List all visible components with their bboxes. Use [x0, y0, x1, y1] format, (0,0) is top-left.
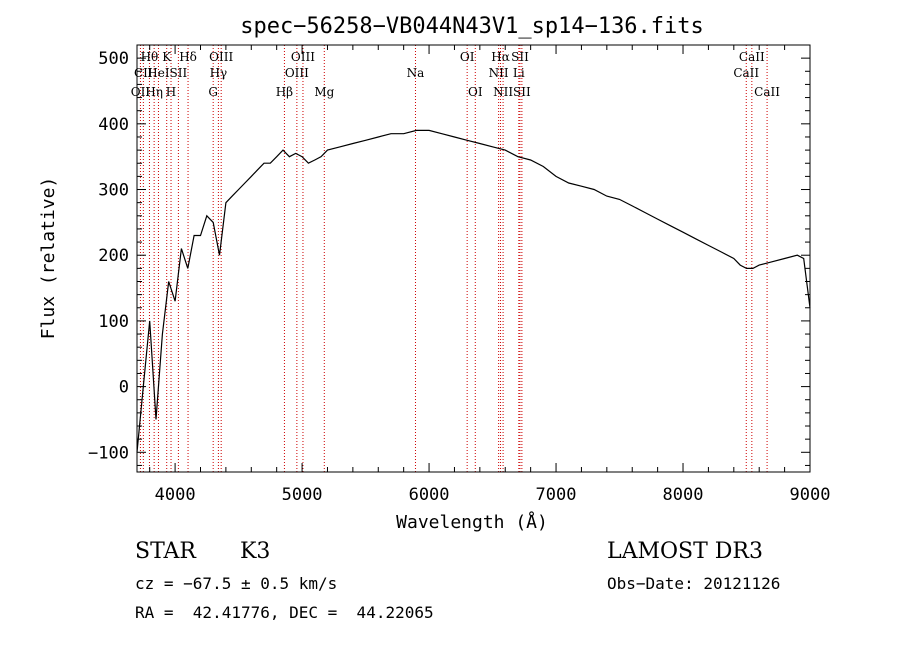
- line-marker-label: Hα: [491, 50, 510, 64]
- plot-frame: [136, 44, 811, 473]
- line-marker-label: NII: [489, 66, 509, 80]
- emission-line-labels: OII CII Hθ Hη HeI K H SII Hδ G Hγ OIII Hβ OIII OIII Mg N…: [131, 50, 780, 99]
- survey-name: LAMOST DR3: [607, 539, 763, 564]
- x-tick-label: 5000: [282, 485, 323, 505]
- object-subclass: K3: [240, 539, 271, 564]
- y-tick-label: 0: [119, 378, 129, 398]
- line-marker-label: OI: [468, 85, 483, 99]
- line-marker-label: H: [166, 85, 176, 99]
- line-marker-label: OII: [131, 85, 151, 99]
- y-tick-label: 500: [98, 49, 129, 69]
- line-marker-label: SII: [170, 66, 188, 80]
- line-marker-label: OIII: [209, 50, 233, 64]
- x-tick-label: 7000: [536, 485, 577, 505]
- x-axis: 4000 5000 6000 7000 8000 9000: [149, 45, 831, 505]
- line-marker-label: CII: [134, 66, 153, 80]
- redshift-text: cz = −67.5 ± 0.5 km/s: [135, 574, 338, 593]
- line-marker-label: Hδ: [179, 50, 197, 64]
- line-marker-label: CaII: [733, 66, 759, 80]
- line-marker-label: NII: [493, 85, 513, 99]
- line-marker-label: SII: [513, 85, 531, 99]
- series-group: [136, 129, 811, 453]
- y-tick-label: 400: [98, 115, 129, 135]
- y-tick-label: 200: [98, 246, 129, 266]
- line-marker-label: OI: [460, 50, 475, 64]
- line-marker-label: CaII: [754, 85, 780, 99]
- y-tick-label: 100: [98, 312, 129, 332]
- line-marker-label: Na: [407, 66, 425, 80]
- y-axis-label: Flux (relative): [38, 177, 59, 340]
- line-marker-label: HeI: [147, 66, 170, 80]
- chart-title: spec−56258−VB044N43V1_sp14−136.fits: [240, 14, 704, 39]
- line-marker-label: OIII: [285, 66, 309, 80]
- emission-line-markers: [139, 45, 768, 472]
- y-tick-label: 300: [98, 181, 129, 201]
- x-tick-label: 4000: [155, 485, 196, 505]
- line-marker-label: K: [162, 50, 172, 64]
- y-tick-label: −100: [88, 443, 129, 463]
- line-marker-label: Hγ: [210, 66, 228, 80]
- line-marker-label: G: [208, 85, 218, 99]
- line-marker-label: CaII: [739, 50, 765, 64]
- line-marker-label: Li: [513, 66, 525, 80]
- coordinates-text: RA = 42.41776, DEC = 44.22065: [135, 603, 434, 622]
- object-class: STAR: [135, 539, 196, 564]
- x-tick-label: 9000: [790, 485, 831, 505]
- spectrum-line: [136, 129, 811, 453]
- line-marker-label: Hθ: [141, 50, 159, 64]
- line-marker-label: Hβ: [276, 85, 293, 99]
- x-tick-label: 6000: [409, 485, 450, 505]
- y-axis: −100 0 100 200 300 400 500: [88, 44, 810, 466]
- x-axis-label: Wavelength (Å): [396, 511, 548, 533]
- line-marker-label: OIII: [291, 50, 315, 64]
- x-tick-label: 8000: [663, 485, 704, 505]
- obs-date-text: Obs−Date: 20121126: [607, 574, 781, 593]
- line-marker-label: Mg: [314, 85, 334, 99]
- line-marker-label: SII: [511, 50, 529, 64]
- line-marker-label: Hη: [145, 85, 163, 99]
